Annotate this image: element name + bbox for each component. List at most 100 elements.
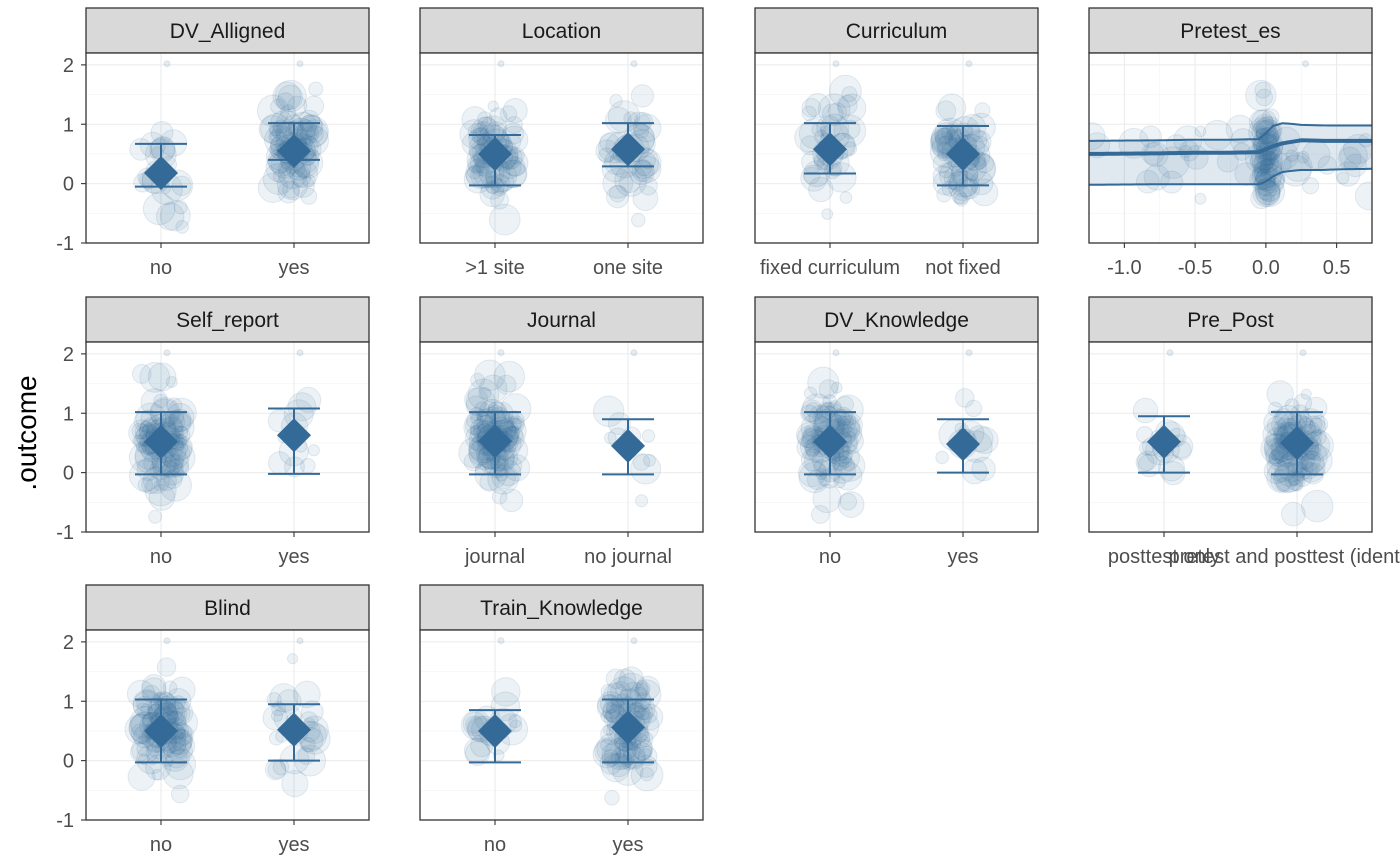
data-point [602,724,615,736]
data-point [800,448,824,472]
data-point [934,127,953,146]
data-point [471,127,490,146]
y-tick-label: -1 [56,233,74,255]
data-point [270,98,286,115]
data-point [932,153,953,174]
data-point [480,175,505,200]
data-point [267,409,291,433]
data-point [1266,380,1294,408]
data-point [167,735,187,755]
mean-diamond [611,132,646,167]
mean-diamond [277,418,312,453]
mean-diamond [1280,425,1315,460]
data-point [805,92,831,119]
data-point [295,386,322,413]
data-point [634,754,658,778]
data-point [300,119,329,148]
data-point [832,60,840,68]
data-point [479,181,505,208]
data-point [604,789,620,806]
data-point [469,406,484,422]
data-point [636,703,664,731]
data-point [1255,125,1270,140]
estimate-marker [268,407,321,475]
data-point [470,734,494,758]
data-point [609,680,632,703]
data-point [639,176,658,196]
data-point [604,106,632,134]
x-tick-label: yes [278,834,309,856]
facet-strip [419,7,704,54]
data-point [1171,440,1192,461]
data-point [299,457,316,474]
data-point [605,707,623,724]
panel-journal: Journal journal no journal [419,296,704,568]
data-point [1304,415,1323,434]
data-point [1268,449,1284,465]
data-point [608,184,627,203]
data-point [156,657,177,677]
data-point [808,404,833,429]
data-point [974,102,991,119]
x-tick-label: no [150,257,172,279]
data-point [1259,126,1280,147]
x-tick-label: yes [947,546,978,568]
data-point [827,102,847,122]
data-point [504,456,523,475]
data-point [296,60,304,68]
data-point [798,461,831,494]
data-point [164,442,196,474]
data-point [1301,177,1320,195]
data-point [1135,452,1155,472]
data-point [841,457,856,472]
data-point [465,715,484,735]
data-point [1263,458,1290,485]
data-point [151,768,163,781]
data-point [968,130,992,154]
data-point [827,400,842,415]
data-point [634,682,650,699]
data-point [269,124,282,137]
data-point [830,409,857,435]
data-point [272,758,290,776]
data-point [268,730,284,746]
data-point [1272,462,1304,494]
data-point [946,121,960,135]
data-point [465,165,484,185]
estimate-marker [134,142,187,190]
x-tick-label: no [484,834,506,856]
data-point [296,166,311,180]
data-point [276,689,302,714]
data-point [800,164,828,192]
data-point [169,409,185,425]
data-point [592,739,622,769]
data-point [465,416,484,436]
data-point [165,402,195,433]
data-point [170,784,190,804]
estimate-marker [134,698,187,764]
data-point [156,470,177,491]
facet-title: Pre_Post [1187,309,1274,332]
data-point [1262,421,1289,448]
data-point [468,127,491,151]
data-point [938,162,954,179]
data-point [955,388,975,408]
estimate-marker [937,418,990,474]
facet-strip [1088,296,1373,343]
data-point [804,424,817,437]
data-point [601,155,629,183]
data-point [166,711,179,724]
data-point [267,451,292,475]
x-tick-label: pretest and posttest (identica [1169,546,1400,568]
data-point [170,728,194,752]
data-point [280,104,297,121]
data-point [630,60,638,68]
mean-diamond [946,427,981,462]
data-point [297,114,324,141]
data-point [600,710,613,723]
data-point [479,471,500,492]
data-point [173,200,188,215]
data-point [1251,141,1283,173]
